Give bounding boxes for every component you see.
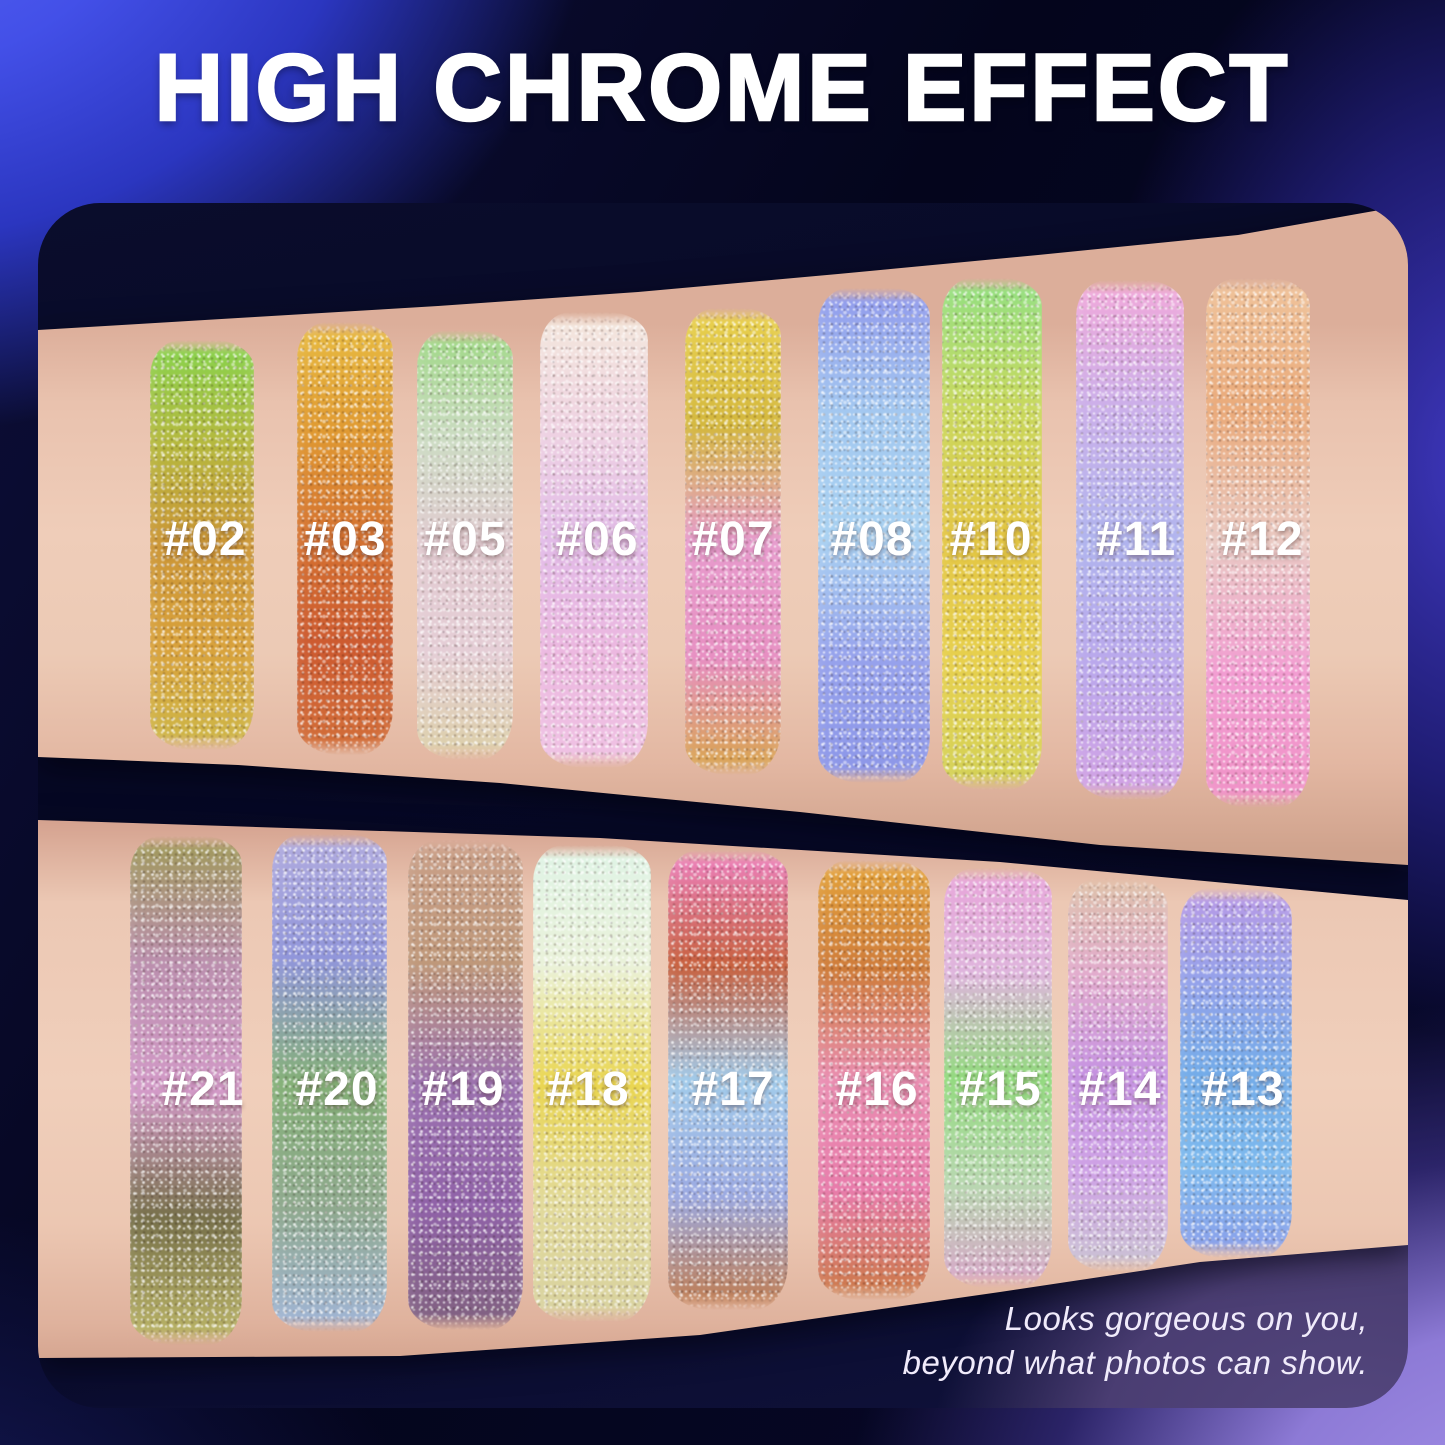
swatch-strip-02 (150, 340, 254, 750)
swatch-strip-20 (272, 834, 387, 1332)
swatch-strip-16 (818, 860, 930, 1300)
swatch-strip-14 (1068, 878, 1168, 1272)
swatch-strip-12 (1206, 278, 1310, 808)
swatch-strip-05 (417, 330, 513, 760)
swatch-strip-13 (1180, 888, 1292, 1258)
swatch-strip-06 (540, 312, 648, 768)
caption-line-2: beyond what photos can show. (902, 1344, 1368, 1382)
swatch-strip-19 (408, 840, 523, 1330)
bottom-arm (38, 820, 1408, 1358)
swatch-photo: #02 #03 #05 #06 #07 #08 #10 #11 #12 #21 #20 #19 #18… (38, 203, 1408, 1408)
swatch-strip-07 (685, 308, 781, 775)
swatch-strip-18 (533, 845, 651, 1322)
bottom-arm-wrap (38, 203, 1408, 1408)
swatch-strip-21 (130, 836, 242, 1345)
swatch-strip-10 (942, 278, 1042, 790)
caption-line-1: Looks gorgeous on you, (1004, 1300, 1368, 1337)
swatch-strip-08 (818, 288, 930, 783)
caption: Looks gorgeous on you, beyond what photo… (903, 1297, 1368, 1385)
top-arm-wrap (38, 203, 1408, 1408)
swatch-strip-03 (297, 322, 393, 755)
swatch-strip-17 (668, 850, 788, 1310)
swatch-strip-15 (944, 868, 1052, 1288)
top-arm (38, 205, 1408, 865)
page-title: HIGH CHROME EFFECT (153, 35, 1291, 142)
swatch-strip-11 (1076, 280, 1184, 800)
